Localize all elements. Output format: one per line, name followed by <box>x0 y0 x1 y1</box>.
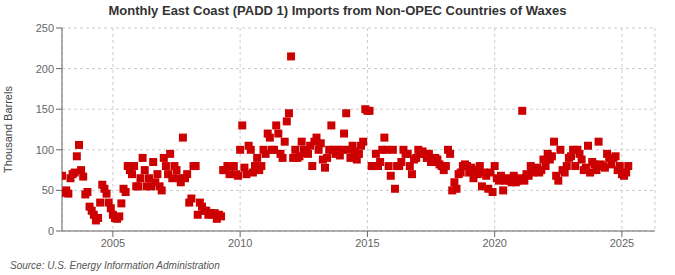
svg-text:2025: 2025 <box>610 237 634 249</box>
html-text:Source: U.S. Energy Informatio: Source: U.S. Energy Information Administ… <box>10 260 220 271</box>
svg-text:2010: 2010 <box>228 237 252 249</box>
svg-text:150: 150 <box>36 103 54 115</box>
svg-text:2015: 2015 <box>355 237 379 249</box>
svg-text:0: 0 <box>48 225 54 237</box>
svg-text:50: 50 <box>42 184 54 196</box>
svg-text:100: 100 <box>36 144 54 156</box>
svg-text:Thousand Barrels: Thousand Barrels <box>8 86 14 173</box>
svg-text:200: 200 <box>36 63 54 75</box>
svg-text:2005: 2005 <box>101 237 125 249</box>
html-text:Monthly East Coast (PADD 1) Im: Monthly East Coast (PADD 1) Imports from… <box>108 3 567 18</box>
svg-text:2020: 2020 <box>482 237 506 249</box>
svg-text:250: 250 <box>36 22 54 34</box>
